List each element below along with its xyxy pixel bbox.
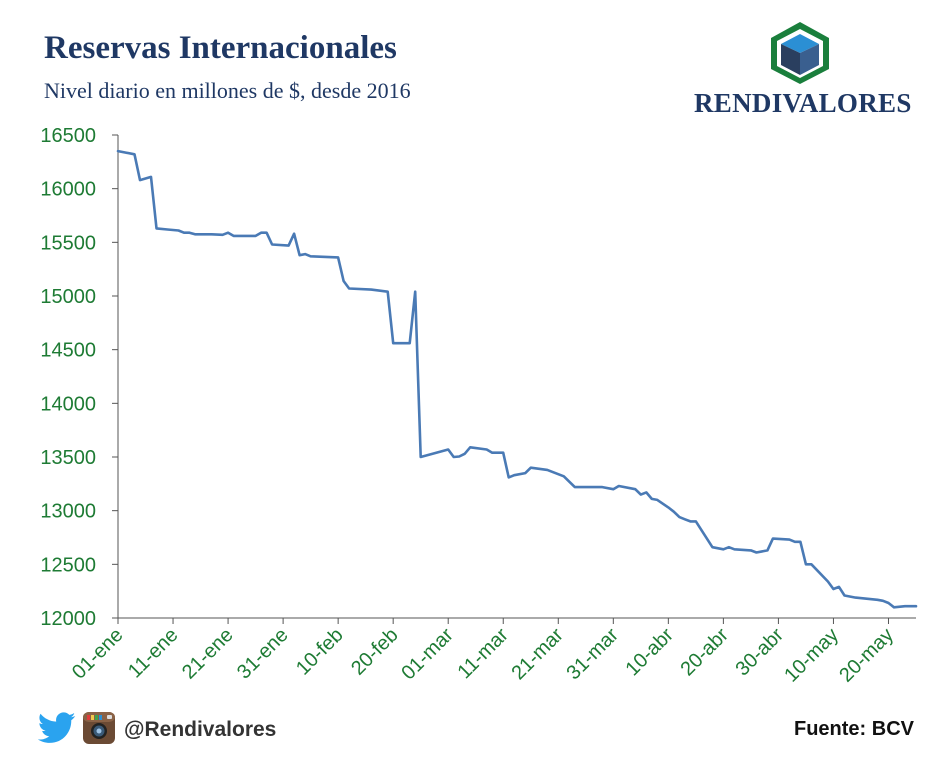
twitter-icon[interactable] <box>38 712 76 744</box>
chart-subtitle: Nivel diario en millones de $, desde 201… <box>44 78 411 103</box>
x-tick-label: 11-ene <box>124 624 183 683</box>
x-tick-label: 10-feb <box>292 624 348 680</box>
logo-cube-right <box>800 44 819 75</box>
y-tick-label: 14000 <box>40 393 96 415</box>
x-tick-label: 10-abr <box>621 624 678 681</box>
y-tick-label: 13000 <box>40 501 96 523</box>
y-tick-label: 16500 <box>40 125 96 147</box>
x-tick-label: 01-ene <box>68 624 128 684</box>
source-note: Fuente: BCV <box>794 718 914 740</box>
x-tick-label: 21-ene <box>178 624 238 684</box>
x-tick-label: 21-mar <box>507 624 568 685</box>
x-tick-label: 20-abr <box>676 624 733 681</box>
y-tick-label: 12000 <box>40 608 96 630</box>
y-tick-label: 15500 <box>40 232 96 254</box>
series-line <box>116 149 918 609</box>
brand-name: RENDIVALORES <box>694 88 912 118</box>
x-tick-label: 01-mar <box>397 624 458 685</box>
instagram-icon[interactable] <box>82 711 116 745</box>
y-tick-label: 16000 <box>40 179 96 201</box>
series-group <box>116 149 918 609</box>
x-tick-label: 20-feb <box>347 624 403 680</box>
x-tick-label: 31-mar <box>562 624 623 685</box>
y-tick-label: 14500 <box>40 340 96 362</box>
rendivalores-logo-icon <box>771 22 829 84</box>
x-tick-label: 31-ene <box>233 624 293 684</box>
x-tick-label: 11-mar <box>453 624 513 684</box>
y-tick-label: 15000 <box>40 286 96 308</box>
x-tick-label: 20-may <box>835 624 898 687</box>
logo-cube-top <box>781 34 819 53</box>
logo-cube-left <box>781 44 800 75</box>
x-tick-label: 10-may <box>780 624 843 687</box>
y-tick-label: 13500 <box>40 447 96 469</box>
y-axis: 16500 16000 15500 15000 14500 14000 13500 13000… <box>40 125 119 630</box>
social-handle[interactable]: @Rendivalores <box>124 718 277 741</box>
chart-title: Reservas Internacionales <box>44 30 397 66</box>
y-tick-label: 12500 <box>40 554 96 576</box>
